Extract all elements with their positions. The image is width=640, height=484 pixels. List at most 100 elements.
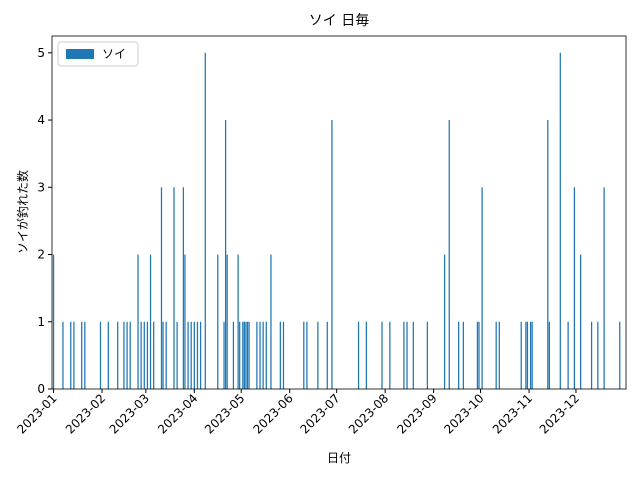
bar (153, 321, 155, 389)
bar (81, 321, 83, 389)
bar (123, 321, 125, 389)
y-tick-label: 3 (37, 180, 45, 194)
legend-label: ソイ (102, 47, 126, 61)
bar (99, 321, 102, 389)
x-tick-label: 2023-05 (202, 391, 247, 436)
bar (597, 321, 599, 389)
bar (117, 321, 119, 389)
y-tick-label: 4 (37, 113, 45, 127)
bar (590, 321, 593, 389)
bar (242, 321, 244, 389)
x-tick-label: 2023-01 (14, 391, 59, 436)
x-axis-label: 日付 (327, 451, 351, 465)
x-tick-label: 2023-11 (490, 391, 535, 436)
bar (239, 321, 241, 389)
bar (331, 120, 333, 390)
bar (137, 254, 139, 389)
x-tick-label: 2023-03 (107, 391, 152, 436)
bar (245, 321, 247, 389)
bar (184, 254, 186, 389)
bar (448, 120, 450, 390)
x-tick-label: 2023-07 (297, 391, 342, 436)
bar (270, 254, 272, 389)
bar (196, 321, 199, 389)
bar (162, 321, 164, 389)
x-tick-label: 2023-12 (537, 391, 582, 436)
bar (282, 321, 285, 389)
bar (84, 321, 86, 389)
bar (548, 321, 550, 389)
y-axis-label: ソイが釣れた数 (15, 170, 30, 254)
bar (187, 321, 189, 389)
bar (204, 52, 206, 390)
bar (426, 321, 428, 389)
x-tick-label: 2023-10 (441, 391, 486, 436)
bar (246, 321, 249, 389)
bar (73, 321, 75, 389)
y-tick-label: 5 (37, 46, 45, 60)
bar (567, 321, 569, 389)
x-tick-label: 2023-09 (394, 391, 439, 436)
bar (478, 321, 480, 389)
bar (182, 187, 185, 389)
bar (495, 321, 497, 389)
bar (547, 120, 549, 390)
bar (389, 321, 391, 389)
bar (531, 321, 533, 389)
bar (160, 187, 163, 389)
bar (520, 321, 522, 389)
bar (232, 321, 235, 389)
bar (529, 321, 532, 389)
legend-box (57, 41, 139, 67)
bar (603, 187, 605, 389)
bar (317, 321, 319, 389)
y-tick-label: 2 (37, 248, 45, 262)
bar (129, 321, 131, 389)
bar (62, 321, 64, 389)
bar (412, 321, 414, 389)
bar (237, 254, 239, 389)
bar (403, 321, 405, 389)
bar (70, 321, 72, 389)
bar (462, 321, 464, 389)
bar (199, 321, 202, 389)
bar (176, 321, 178, 389)
x-tick-label: 2023-06 (251, 391, 296, 436)
bar (619, 321, 621, 389)
bar (303, 321, 305, 389)
bar (458, 321, 460, 389)
bar (559, 52, 561, 390)
bar (481, 187, 483, 389)
bar (226, 254, 228, 389)
bar (381, 321, 383, 389)
bar (224, 120, 227, 390)
bar (107, 321, 109, 389)
y-tick-label: 1 (37, 315, 45, 329)
bar (256, 321, 258, 389)
chart-title: ソイ 日毎 (309, 13, 369, 29)
bar (190, 321, 192, 389)
bar (146, 321, 149, 389)
bar (126, 321, 128, 389)
bar (243, 321, 246, 389)
y-tick-label: 0 (37, 382, 45, 396)
plot-frame (51, 35, 627, 390)
bar (262, 321, 264, 389)
bar (173, 187, 175, 389)
bar (443, 254, 446, 389)
bar (52, 254, 55, 389)
bar (140, 321, 142, 389)
bar (165, 321, 167, 389)
bar (223, 321, 225, 389)
bar (525, 321, 527, 389)
legend-swatch (66, 49, 94, 59)
bar (365, 321, 367, 389)
bar (357, 321, 360, 389)
bar (326, 321, 328, 389)
bar (217, 254, 219, 389)
x-tick-label: 2023-02 (63, 391, 108, 436)
bar (573, 187, 576, 389)
x-tick-label: 2023-04 (155, 391, 200, 436)
bar (498, 321, 500, 389)
